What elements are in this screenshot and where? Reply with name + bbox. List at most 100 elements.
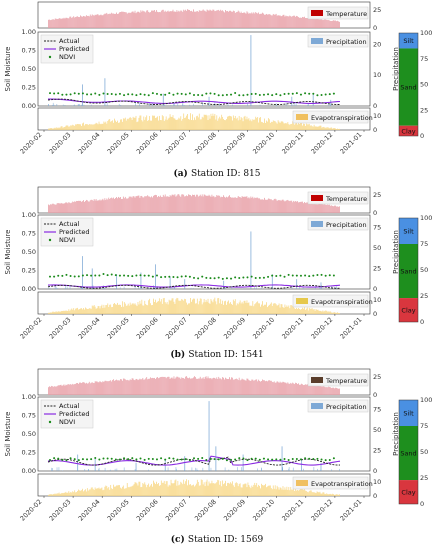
- evapotranspiration-bar: [88, 308, 90, 314]
- temperature-bar: [257, 381, 259, 395]
- evapotranspiration-bar: [278, 121, 280, 130]
- evapotranspiration-bar: [223, 304, 224, 314]
- evapotranspiration-bar: [120, 487, 121, 496]
- ndvi-point: [123, 457, 126, 460]
- evapotranspiration-bar: [260, 306, 261, 314]
- temperature-bar: [104, 198, 106, 213]
- evapotranspiration-bar: [90, 487, 92, 496]
- evapotranspiration-bar: [275, 122, 277, 130]
- evapotranspiration-bar: [214, 113, 216, 130]
- ndvi-point: [86, 93, 89, 96]
- precipitation-bar: [227, 104, 229, 106]
- temperature-bar: [214, 11, 216, 29]
- evapotranspiration-bar: [127, 119, 129, 130]
- temperature-bar: [121, 198, 122, 213]
- ndvi-point: [155, 458, 158, 461]
- evapotranspiration-bar: [253, 119, 255, 130]
- evapotranspiration-bar: [274, 303, 276, 314]
- temperature-bar: [280, 200, 282, 213]
- evapotranspiration-bar: [69, 310, 71, 314]
- precipitation-bar: [53, 104, 55, 106]
- evapotranspiration-bar: [286, 486, 288, 496]
- soil-moisture-tick-label: 0.00: [22, 102, 36, 110]
- temperature-bar: [316, 385, 318, 395]
- evapotranspiration-bar: [276, 485, 278, 496]
- temperature-bar: [144, 196, 146, 213]
- precipitation-bar: [210, 467, 212, 471]
- ndvi-point: [238, 94, 241, 97]
- ndvi-point: [262, 457, 265, 460]
- evapotranspiration-bar: [153, 115, 154, 130]
- evapotranspiration-bar: [272, 120, 274, 130]
- evapotranspiration-bar: [207, 120, 209, 130]
- temperature-bar: [110, 13, 112, 28]
- evapotranspiration-bar: [336, 312, 337, 314]
- temperature-bar: [92, 15, 94, 28]
- temperature-bar: [103, 14, 105, 28]
- temperature-bar: [101, 382, 103, 395]
- temperature-bar: [90, 199, 92, 213]
- evapotranspiration-bar: [227, 116, 228, 130]
- temperature-bar: [182, 194, 184, 213]
- ndvi-point: [287, 92, 290, 95]
- temperature-bar: [52, 203, 54, 213]
- temperature-bar: [137, 11, 139, 28]
- precipitation-bar: [302, 287, 304, 289]
- evapotranspiration-bar: [109, 304, 111, 314]
- evapotranspiration-bar: [281, 304, 283, 314]
- temperature-bar: [74, 384, 76, 395]
- ndvi-point: [69, 457, 72, 460]
- sand-segment: [399, 426, 418, 481]
- ndvi-point: [98, 274, 101, 277]
- evapotranspiration-bar: [302, 307, 303, 314]
- temperature-bar: [51, 386, 53, 395]
- temperature-bar: [286, 200, 288, 213]
- temperature-bar: [256, 379, 258, 395]
- evapotranspiration-bar: [48, 494, 50, 496]
- temperature-bar: [267, 14, 268, 28]
- temperature-bar: [304, 202, 306, 213]
- temperature-bar: [292, 202, 294, 213]
- evapotranspiration-bar: [160, 299, 162, 314]
- temperature-bar: [337, 388, 338, 395]
- evapotranspiration-tick-label: 0: [373, 126, 377, 134]
- temperature-bar: [237, 10, 239, 28]
- temperature-bar: [262, 12, 263, 28]
- temperature-bar: [328, 20, 330, 28]
- temperature-bar: [332, 205, 334, 213]
- evapotranspiration-bar: [102, 490, 104, 496]
- evapotranspiration-bar: [196, 479, 198, 496]
- precipitation-bar: [56, 104, 58, 106]
- ndvi-point: [168, 457, 171, 460]
- ndvi-point: [258, 458, 261, 461]
- evapotranspiration-bar: [321, 311, 323, 314]
- evapotranspiration-bar: [158, 115, 160, 130]
- ndvi-point: [221, 277, 224, 280]
- temperature-bar: [72, 383, 74, 395]
- temperature-bar: [103, 382, 105, 395]
- evapotranspiration-bar: [192, 114, 193, 130]
- evapotranspiration-bar: [334, 312, 335, 314]
- temperature-bar: [169, 195, 171, 213]
- evapotranspiration-bar: [190, 113, 191, 130]
- ndvi-point: [295, 457, 298, 460]
- temperature-bar: [59, 203, 61, 213]
- temperature-bar: [235, 197, 237, 213]
- evapotranspiration-bar: [107, 303, 109, 314]
- evapotranspiration-bar: [236, 483, 238, 496]
- temperature-bar: [75, 201, 77, 213]
- temperature-bar: [298, 202, 299, 213]
- evapotranspiration-bar: [206, 301, 208, 314]
- evapotranspiration-bar: [285, 122, 287, 130]
- precipitation-bar: [138, 285, 139, 289]
- clay-segment: [399, 480, 418, 504]
- evapotranspiration-bar: [109, 119, 111, 130]
- temperature-bar: [62, 18, 64, 28]
- evapotranspiration-bar: [222, 116, 224, 130]
- evapotranspiration-bar: [124, 117, 126, 130]
- evapotranspiration-bar: [256, 302, 258, 314]
- temperature-bar: [83, 200, 84, 213]
- ndvi-point: [283, 457, 286, 460]
- precipitation-bar: [193, 103, 194, 106]
- temperature-bar: [183, 378, 185, 395]
